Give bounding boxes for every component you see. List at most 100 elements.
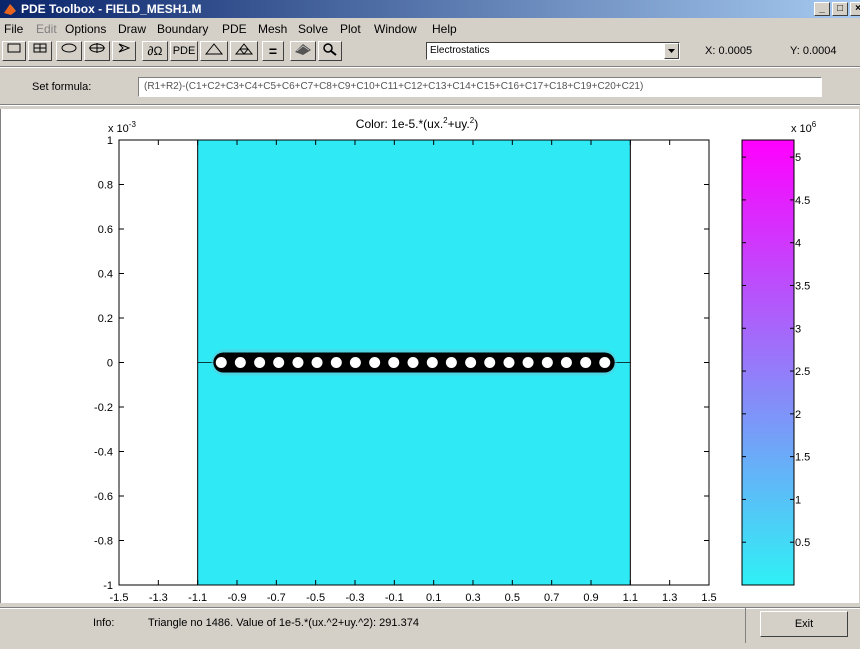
menu-draw[interactable]: Draw [118,22,147,36]
x-tick-label: 1.3 [662,592,677,603]
polygon-icon [118,43,131,53]
conductor-hole [426,357,438,368]
plot-title-prefix: Color: 1e-5.*(ux. [356,117,443,131]
pde-plot-canvas[interactable]: Color: 1e-5.*(ux.2+uy.2) x 10-3 x 106 -1… [1,109,859,604]
conductor-hole [330,357,342,368]
menu-mesh[interactable]: Mesh [258,22,288,36]
conductor-hole [407,357,419,368]
menu-help[interactable]: Help [432,22,457,36]
y-coordinate-readout: Y: 0.0004 [790,45,837,57]
x-tick-label: -0.5 [306,592,325,603]
x-tick-label: 1.5 [701,592,716,603]
conductor-hole [599,357,611,368]
plot-title-exponent: 2 [470,116,475,125]
x-tick-label: -1.3 [149,592,168,603]
plot-title-end: ) [474,117,478,131]
y-tick-label: 0.6 [98,224,113,236]
conductor-hole [388,357,400,368]
x-tick-label: 0.5 [505,592,520,603]
menu-solve[interactable]: Solve [298,22,329,36]
maximize-button[interactable]: □ [832,2,848,16]
formula-row: Set formula: (R1+R2)-(C1+C2+C3+C4+C5+C6+… [0,73,860,101]
boundary-omega-icon: ∂Ω [147,44,163,58]
menu-plot[interactable]: Plot [340,22,361,36]
colorbar-tick-label: 3.5 [795,280,810,292]
conductor-hole [522,357,534,368]
ellipse-tool-button[interactable] [56,41,82,61]
menu-file[interactable]: File [4,22,24,36]
surface-plot-icon [295,44,311,55]
conductor-hole [484,357,496,368]
matlab-logo-icon [4,4,16,15]
conductor-hole [234,357,246,368]
x-tick-label: -0.1 [385,592,404,603]
application-select[interactable]: Electrostatics [426,42,680,60]
y-tick-label: 0.8 [98,180,113,192]
x-tick-label: -0.9 [228,592,247,603]
magnifier-icon [323,43,337,56]
pde-spec-button[interactable]: PDE [170,41,198,61]
x-tick-label: 1.1 [623,592,638,603]
x-tick-label: -1.5 [110,592,129,603]
ellipse-icon [61,43,77,53]
menu-pde[interactable]: PDE [222,22,247,36]
init-mesh-button[interactable] [200,41,228,61]
chevron-down-icon[interactable] [664,43,679,59]
colorbar-multiplier: x 106 [791,120,817,135]
solve-pde-button[interactable]: = [262,41,284,61]
zoom-button[interactable] [318,41,342,61]
colorbar-tick-label: 3 [795,323,801,335]
y-tick-label: -0.4 [94,447,113,459]
plot-title: Color: 1e-5.*(ux.2+uy.2) [356,116,478,131]
minimize-button[interactable]: _ [814,2,830,16]
menu-boundary[interactable]: Boundary [157,22,209,36]
set-formula-input[interactable]: (R1+R2)-(C1+C2+C3+C4+C5+C6+C7+C8+C9+C10+… [138,77,822,97]
conductor-hole [369,357,381,368]
rectangle-tool-button[interactable] [2,41,26,61]
boundary-mode-button[interactable]: ∂Ω [142,41,168,61]
info-label: Info: [93,617,115,629]
plot-solution-button[interactable] [290,41,316,61]
menu-window[interactable]: Window [374,22,417,36]
polygon-tool-button[interactable] [112,41,136,61]
y-axis-multiplier: x 10-3 [108,120,136,135]
y-tick-label: 0 [107,358,113,370]
y-tick-label: -0.2 [94,402,113,414]
exit-button[interactable]: Exit [760,611,848,637]
title-bar: PDE Toolbox - FIELD_MESH1.M _ □ × [0,0,860,18]
menu-options[interactable]: Options [65,22,107,36]
formula-label: Set formula: [32,81,92,93]
status-divider [745,607,746,643]
y-tick-label: 0.2 [98,313,113,325]
conductor-hole [465,357,477,368]
x-tick-label: 0.9 [583,592,598,603]
colorbar-tick-label: 4.5 [795,195,810,207]
status-bar: Info: Triangle no 1486. Value of 1e-5.*(… [0,607,860,649]
menu-bar: File Edit Options Draw Boundary PDE Mesh… [0,19,860,38]
x-tick-label: 0.7 [544,592,559,603]
x-tick-label: 0.3 [465,592,480,603]
y-tick-label: 1 [107,135,113,147]
plot-area: Color: 1e-5.*(ux.2+uy.2) x 10-3 x 106 -1… [0,109,859,604]
ellipse-center-tool-button[interactable] [84,41,110,61]
mesh-triangle-icon [204,43,224,55]
x-tick-label: -1.1 [188,592,207,603]
y-tick-label: -1 [103,580,113,592]
menu-edit[interactable]: Edit [36,22,57,36]
colorbar-tick-label: 2.5 [795,366,810,378]
close-button[interactable]: × [850,2,860,16]
divider [0,66,860,68]
conductor-hole [311,357,323,368]
divider [0,607,860,609]
divider [0,104,860,106]
conductor-hole [541,357,553,368]
y-tick-label: -0.6 [94,491,113,503]
conductor-hole [254,357,266,368]
colorbar-gradient [741,139,795,586]
refine-mesh-button[interactable] [230,41,258,61]
rectangle-center-tool-button[interactable] [28,41,52,61]
colorbar-tick-label: 2 [795,409,801,421]
cb-multiplier-base: x 10 [791,123,812,135]
conductor-hole [273,357,285,368]
colorbar-tick-label: 5 [795,152,801,164]
